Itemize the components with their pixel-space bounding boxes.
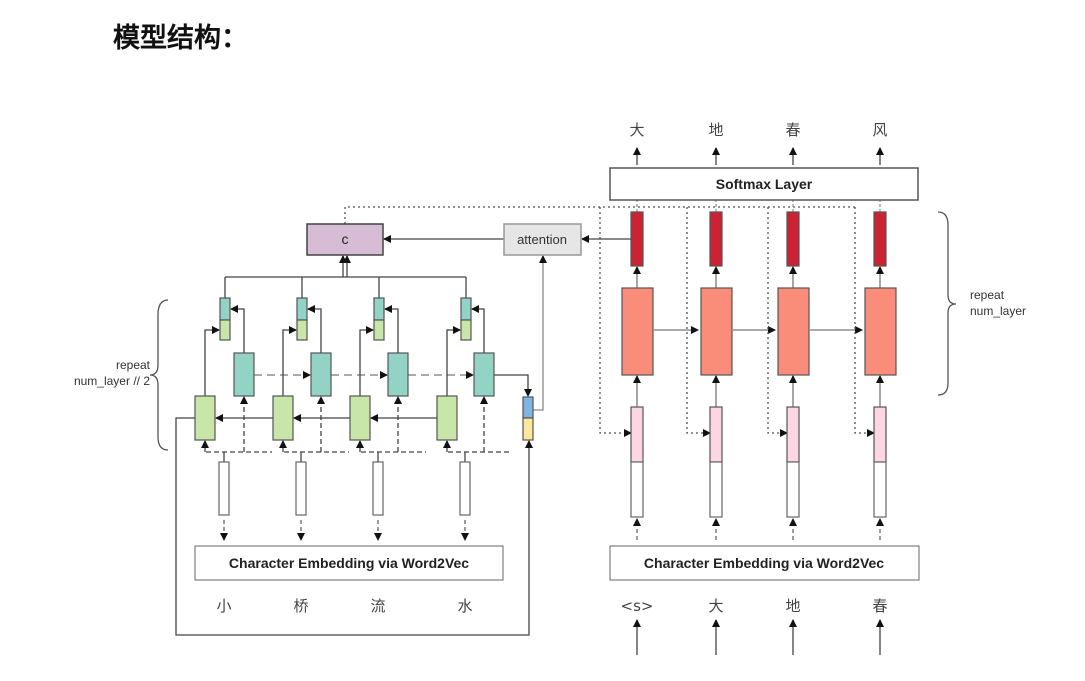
fwd-to-concat-arrow [384, 305, 399, 353]
decoder-input-char: 地 [785, 597, 800, 615]
encoder-repeat-brace [149, 299, 169, 451]
bwd-to-concat-arrow [359, 326, 374, 396]
context-label: c [342, 231, 349, 247]
encoder-input-char: 水 [457, 597, 472, 615]
decoder-repeat-brace [937, 211, 957, 396]
concat-forward-part [373, 297, 385, 321]
concat-backward-part [296, 319, 308, 341]
concat-backward-part [373, 319, 385, 341]
decoder-embedding-vector [630, 461, 644, 518]
decoder-repeat-label-2: num_layer [970, 304, 1026, 318]
forward-rnn-cell [233, 352, 255, 397]
decoder-embedding-vector [786, 461, 800, 518]
fwd-to-concat-arrow [230, 305, 245, 353]
softmax-layer-box [609, 167, 919, 201]
decoder-output-vector [786, 211, 800, 267]
backward-rnn-cell [272, 395, 294, 441]
context-to-decoder-arrow [686, 207, 711, 437]
bwd-to-concat-arrow [204, 326, 220, 396]
encoder-embedding-vector [218, 461, 230, 516]
concat-backward-part [460, 319, 472, 341]
decoder-context-input [630, 406, 644, 463]
decoder-embedding-vector [873, 461, 887, 518]
decoder-rnn-cell [700, 287, 733, 376]
encoder-repeat-label-2: num_layer // 2 [74, 374, 150, 388]
encoder-repeat-label-1: repeat [116, 358, 151, 372]
fwd-to-concat-arrow [307, 305, 322, 353]
concat-forward-part [460, 297, 472, 321]
bwd-to-concat-arrow [282, 326, 297, 396]
decoder-rnn-cell [864, 287, 897, 376]
softmax-layer-label: Softmax Layer [716, 176, 813, 192]
decoder-input-char: 春 [872, 597, 887, 615]
decoder-output-vector [630, 211, 644, 267]
decoder-repeat-label-1: repeat [970, 288, 1005, 302]
state-to-attention-arrow [533, 255, 547, 411]
decoder-rnn-cell [621, 287, 654, 376]
attention-box [503, 223, 582, 256]
decoder-embedding-label: Character Embedding via Word2Vec [644, 555, 884, 571]
decoder-output-char: 大 [629, 121, 644, 139]
attention-label: attention [517, 232, 567, 247]
decoder-output-char: 春 [785, 121, 800, 139]
encoder-embedding-vector [459, 461, 471, 516]
concat-forward-part [296, 297, 308, 321]
decoder-input-char: <s> [621, 597, 654, 615]
decoder-embedding-vector [709, 461, 723, 518]
encoder-state-bottom [522, 417, 534, 441]
context-broadcast-line [344, 206, 855, 224]
encoder-state-top [522, 396, 534, 419]
forward-rnn-cell [473, 352, 495, 397]
decoder-output-vector [709, 211, 723, 267]
forward-rnn-cell [387, 352, 409, 397]
context-to-decoder-arrow [767, 207, 788, 437]
encoder-embedding-label: Character Embedding via Word2Vec [229, 555, 469, 571]
forward-rnn-cell [310, 352, 332, 397]
concat-forward-part [219, 297, 231, 321]
backward-rnn-cell [436, 395, 458, 441]
context-box [306, 223, 384, 256]
decoder-output-char: 地 [708, 121, 723, 139]
context-to-decoder-arrow [599, 207, 632, 437]
fwd-to-concat-arrow [471, 305, 485, 353]
decoder-embedding-box [609, 545, 920, 581]
decoder-context-input [709, 406, 723, 463]
concat-backward-part [219, 319, 231, 341]
encoder-embedding-box [194, 545, 504, 581]
encoder-input-char: 小 [216, 597, 231, 615]
encoder-input-char: 桥 [293, 597, 308, 615]
backward-rnn-cell [194, 395, 216, 441]
decoder-context-input [786, 406, 800, 463]
backward-rnn-cell [349, 395, 371, 441]
bwd-to-concat-arrow [446, 326, 461, 396]
decoder-output-vector [873, 211, 887, 267]
context-to-decoder-arrow [854, 207, 875, 437]
decoder-context-input [873, 406, 887, 463]
encoder-embedding-vector [295, 461, 307, 516]
final-fwd-to-state-arrow [494, 374, 532, 397]
decoder-output-char: 风 [872, 121, 887, 139]
decoder-rnn-cell [777, 287, 810, 376]
encoder-input-char: 流 [370, 597, 385, 615]
decoder-input-char: 大 [708, 597, 723, 615]
page-title: 模型结构： [113, 23, 248, 54]
encoder-embedding-vector [372, 461, 384, 516]
final-bwd-loop-arrow [175, 417, 533, 636]
